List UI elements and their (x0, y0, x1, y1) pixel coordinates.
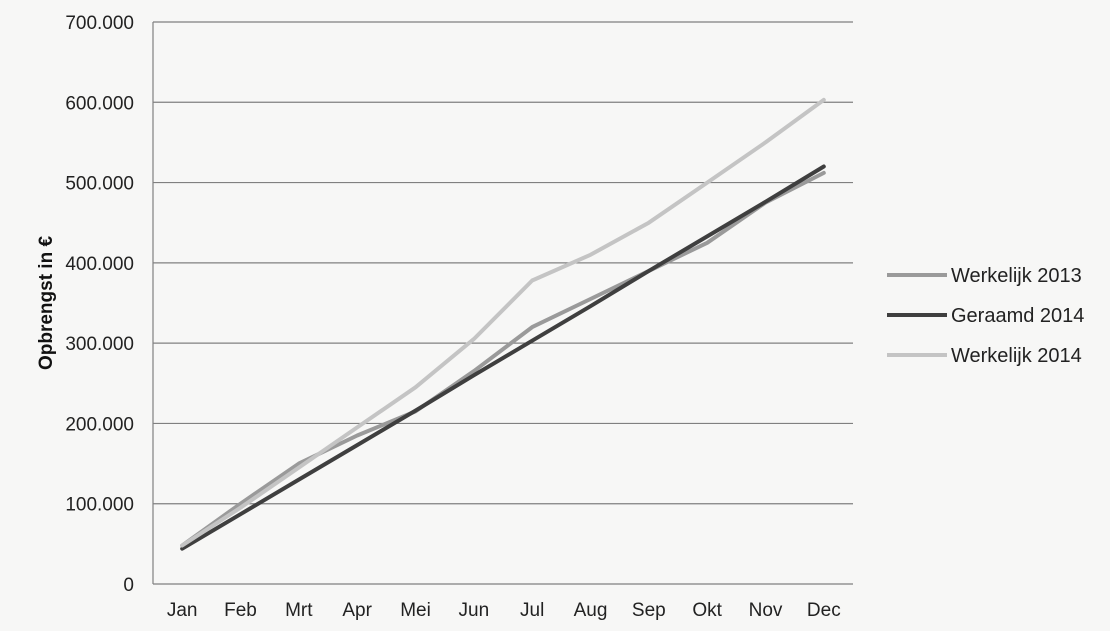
x-tick-label: Jun (459, 600, 490, 621)
data-point (590, 298, 591, 300)
data-point (531, 326, 533, 328)
x-tick-label: Mrt (285, 600, 313, 621)
data-point (823, 172, 825, 174)
x-tick-label: Aug (574, 600, 608, 621)
x-tick-label: Nov (749, 600, 783, 621)
y-tick-label: 100.000 (65, 495, 134, 516)
data-point (415, 410, 416, 412)
data-point (706, 235, 708, 237)
x-tick-label: Dec (807, 600, 841, 621)
data-point (590, 254, 591, 256)
data-point (765, 201, 766, 203)
y-axis-tick-labels: 0 100.000 200.000 300.000 400.000 500.000 600.… (65, 13, 134, 596)
x-tick-label: Mei (400, 600, 431, 621)
data-point (765, 141, 766, 143)
data-point (648, 270, 650, 272)
legend: Werkelijk 2013 Geraamd 2014 Werkelijk 2014 (887, 265, 1084, 367)
series-line-1 (180, 170, 826, 548)
x-tick-label: Feb (224, 600, 257, 621)
x-tick-label: Jul (520, 600, 544, 621)
data-point (356, 434, 358, 436)
data-point (240, 507, 241, 509)
data-point (531, 340, 533, 342)
data-point (823, 166, 825, 168)
y-axis-label: Opbrengst in € (36, 236, 57, 371)
data-point (823, 99, 825, 101)
data-point (298, 467, 300, 469)
data-point (473, 338, 475, 340)
series-line-3 (180, 97, 826, 548)
x-tick-label: Sep (632, 600, 666, 621)
y-tick-label: 400.000 (65, 254, 134, 275)
y-tick-label: 500.000 (65, 174, 134, 195)
data-point (706, 182, 708, 184)
data-point (356, 426, 358, 428)
x-axis-tick-labels: Jan Feb Mrt Apr Mei Jun Jul Aug Sep Okt Nov Dec (167, 600, 841, 621)
series-lines (180, 97, 826, 551)
data-point (298, 463, 300, 465)
series-line-2 (180, 164, 826, 551)
x-tick-label: Jan (167, 600, 198, 621)
y-tick-label: 600.000 (65, 93, 134, 114)
grid-lines (152, 21, 853, 585)
data-point (240, 513, 241, 515)
data-point (356, 444, 358, 446)
data-point (531, 280, 533, 282)
y-tick-label: 300.000 (65, 334, 134, 355)
data-point (473, 370, 475, 372)
x-tick-label: Okt (692, 600, 722, 621)
legend-label: Geraamd 2014 (951, 305, 1084, 327)
x-tick-label: Apr (342, 600, 372, 621)
y-tick-label: 0 (123, 575, 134, 596)
data-point (298, 479, 300, 481)
data-point (181, 544, 183, 546)
data-point (240, 503, 241, 505)
data-point (590, 305, 591, 307)
data-point (181, 548, 183, 550)
y-tick-label: 700.000 (65, 13, 134, 34)
data-point (648, 222, 650, 224)
legend-label: Werkelijk 2013 (951, 265, 1082, 287)
y-tick-label: 200.000 (65, 414, 134, 435)
data-point (415, 386, 416, 388)
legend-label: Werkelijk 2014 (951, 345, 1082, 367)
data-point (706, 242, 708, 244)
data-point (473, 374, 475, 376)
